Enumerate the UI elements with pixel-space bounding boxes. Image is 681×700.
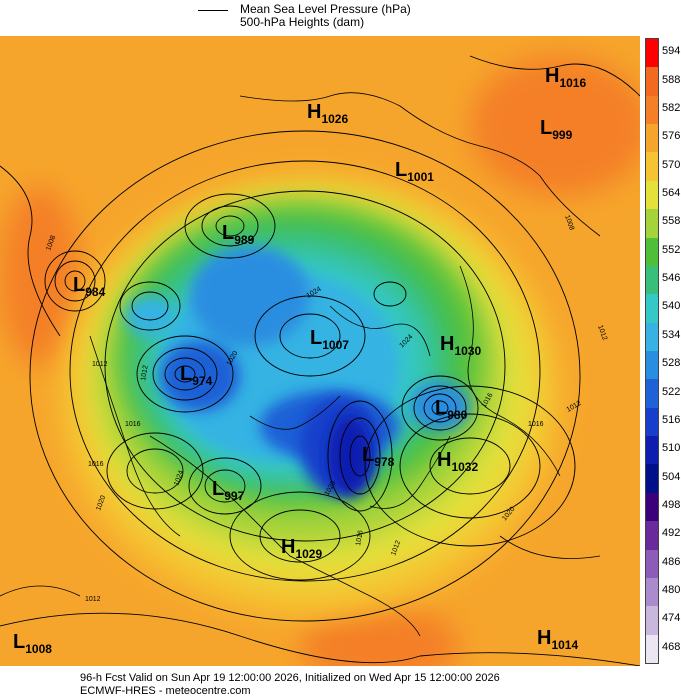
colorbar-swatch xyxy=(646,351,658,380)
forecast-valid-text: 96-h Fcst Valid on Sun Apr 19 12:00:00 2… xyxy=(80,672,500,684)
colorbar-tick-label: 552 xyxy=(662,243,681,256)
colorbar-swatch xyxy=(646,294,658,323)
pressure-system: L999 xyxy=(540,117,573,142)
colorbar-tick-label: 498 xyxy=(662,499,681,511)
isobar-label: 1008 xyxy=(45,235,57,252)
pressure-system: L980 xyxy=(435,397,468,422)
colorbar-tick-label: 480 xyxy=(662,584,681,597)
colorbar-swatch xyxy=(646,407,658,437)
pressure-system: L984 xyxy=(73,274,106,299)
weather-map: 1012 1016 1020 1024 1012 1016 1020 1024 … xyxy=(0,36,640,666)
colorbar-tick-label: 510 xyxy=(662,442,681,455)
colorbar-swatch xyxy=(646,634,658,663)
pressure-system: L974 xyxy=(180,363,213,388)
weather-map-svg: 1012 1016 1020 1024 1012 1016 1020 1024 … xyxy=(0,36,640,666)
pressure-system: H1014 xyxy=(537,627,578,652)
colorbar-swatch xyxy=(646,39,658,68)
isobars xyxy=(0,55,640,666)
colorbar-swatch xyxy=(646,606,658,635)
colorbar-swatch xyxy=(646,67,658,96)
isobar-label: 1012 xyxy=(596,324,608,341)
pressure-system: H1032 xyxy=(437,449,478,474)
isobar-label: 1012 xyxy=(390,540,402,557)
colorbar-tick-label: 522 xyxy=(662,385,681,398)
colorbar-tick-label: 474 xyxy=(662,612,681,625)
colorbar-tick-label: 486 xyxy=(662,555,681,568)
pressure-systems: H1016 H1026 L999 L1001 L989 L984 L1007 H… xyxy=(13,65,586,656)
pressure-system: L978 xyxy=(362,444,395,469)
colorbar-swatch xyxy=(646,180,658,210)
colorbar-swatch xyxy=(646,237,658,266)
pressure-system: H1026 xyxy=(307,101,348,126)
isobar-label: 1012 xyxy=(92,361,108,368)
pressure-system: L1008 xyxy=(13,631,52,656)
colorbar-swatch xyxy=(646,521,658,550)
colorbar-tick-label: 558 xyxy=(662,215,681,228)
colorbar-tick-label: 546 xyxy=(662,272,681,285)
colorbar-tick-label: 540 xyxy=(662,300,681,313)
pressure-system: H1029 xyxy=(281,536,322,561)
colorbar-tick-label: 516 xyxy=(662,413,681,426)
isobar-label: 1012 xyxy=(85,596,101,603)
colorbar-tick-label: 570 xyxy=(662,158,681,171)
map-legend: Mean Sea Level Pressure (hPa) 500-hPa He… xyxy=(190,2,490,34)
colorbar-swatch xyxy=(646,464,658,493)
colorbar-swatch xyxy=(646,549,658,578)
colorbar-tick-label: 492 xyxy=(662,527,681,540)
colorbar-tick-label: 468 xyxy=(662,640,681,653)
colorbar-swatch xyxy=(646,209,658,238)
isobar-label: 1016 xyxy=(125,421,141,428)
pressure-system: L1001 xyxy=(395,159,434,184)
legend-heights-label: 500-hPa Heights (dam) xyxy=(240,15,365,29)
colorbar-swatch xyxy=(646,152,658,181)
colorbar-tick-label: 528 xyxy=(662,357,681,370)
height-colorbar xyxy=(645,38,659,664)
colorbar-swatch xyxy=(646,322,658,351)
isobar-label: 1016 xyxy=(355,530,365,547)
isobar-label: 1024 xyxy=(173,470,185,487)
colorbar-swatch xyxy=(646,379,658,408)
colorbar-tick-label: 576 xyxy=(662,130,681,143)
pressure-system: H1016 xyxy=(545,65,586,90)
legend-mslp-label: Mean Sea Level Pressure (hPa) xyxy=(240,2,411,16)
colorbar-tick-label: 534 xyxy=(662,328,681,341)
colorbar-swatch xyxy=(646,95,658,125)
pressure-system: L1007 xyxy=(310,327,349,352)
isobar-label: 1012 xyxy=(140,365,150,382)
colorbar-tick-label: 594 xyxy=(662,45,681,58)
colorbar-swatch xyxy=(646,492,658,522)
colorbar-tick-label: 588 xyxy=(662,73,681,86)
colorbar-swatch xyxy=(646,124,658,153)
isobar-label: 1020 xyxy=(95,495,107,512)
pressure-system: L989 xyxy=(222,222,255,247)
colorbar-swatch xyxy=(646,436,658,465)
isobar-label: 1016 xyxy=(88,461,104,468)
pressure-system: L997 xyxy=(212,478,245,503)
isobar-label: 1016 xyxy=(528,421,544,428)
colorbar-tick-label: 582 xyxy=(662,101,681,114)
pressure-system: H1030 xyxy=(440,333,481,358)
colorbar-tick-label: 564 xyxy=(662,187,681,199)
source-credit: ECMWF-HRES - meteocentre.com xyxy=(80,685,251,697)
map-footer: 96-h Fcst Valid on Sun Apr 19 12:00:00 2… xyxy=(80,672,500,698)
colorbar-swatch xyxy=(646,265,658,295)
colorbar-tick-label: 504 xyxy=(662,470,681,483)
isobar-label: 1008 xyxy=(563,214,575,231)
colorbar-swatch xyxy=(646,577,658,607)
isobar-legend-line xyxy=(198,10,228,11)
